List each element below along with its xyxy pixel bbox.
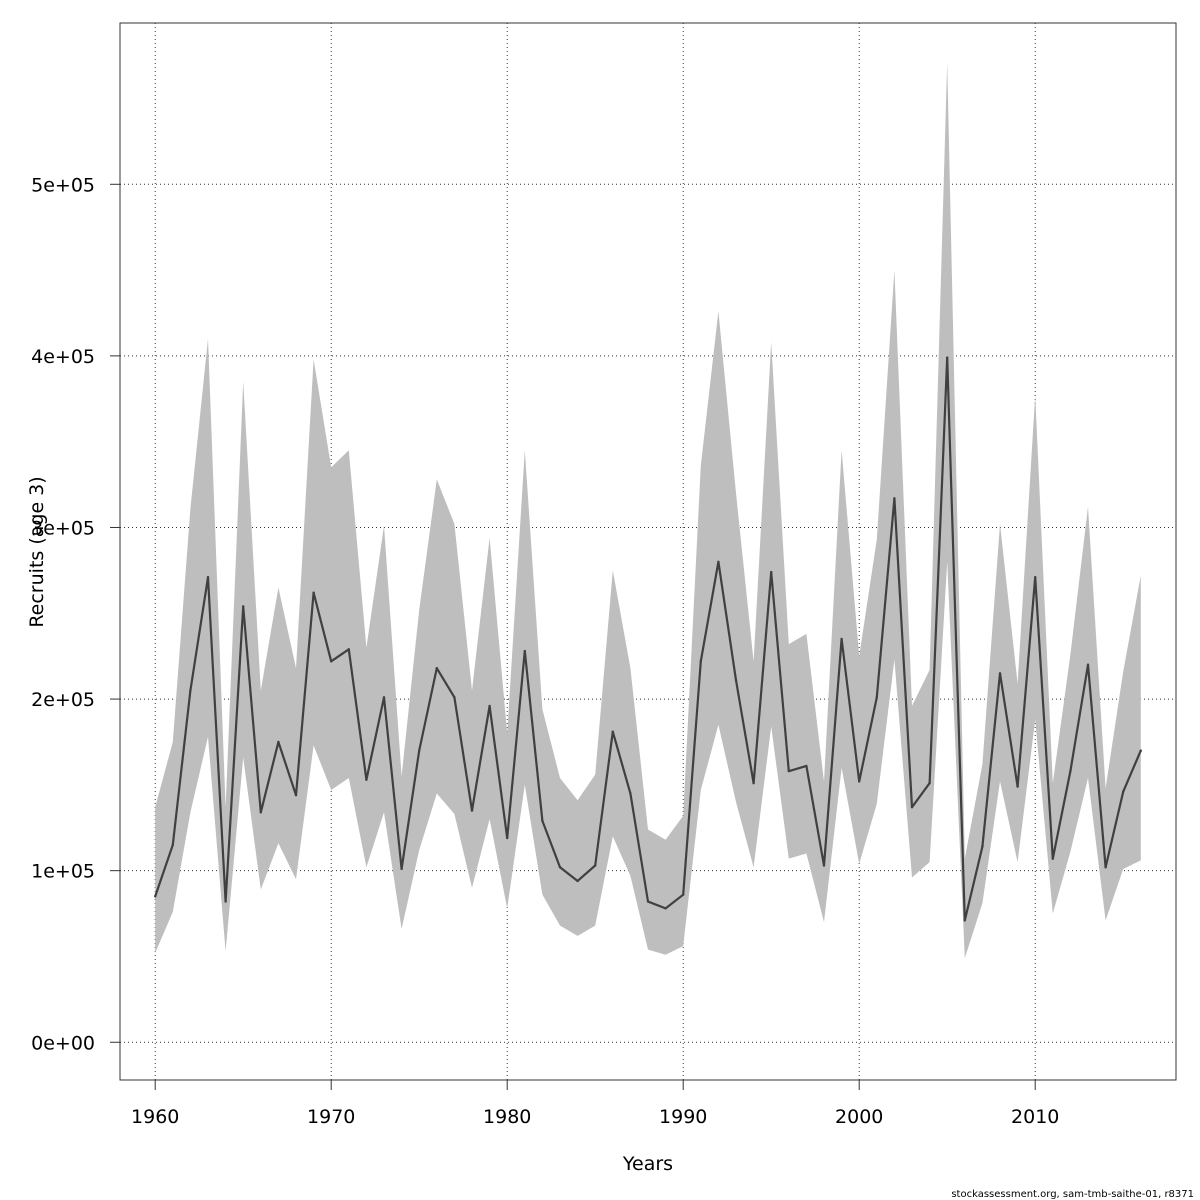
data-point <box>541 819 544 823</box>
data-point <box>858 780 861 783</box>
data-point <box>717 560 720 563</box>
x-tick-label: 2000 <box>835 1106 883 1128</box>
data-point <box>998 672 1002 675</box>
data-point <box>154 895 157 898</box>
data-point <box>1086 663 1090 666</box>
data-point <box>893 497 896 500</box>
data-point <box>840 637 843 641</box>
data-point <box>453 696 456 699</box>
data-point <box>523 649 526 653</box>
data-point <box>752 781 755 785</box>
data-point <box>400 867 403 871</box>
data-point <box>470 809 474 812</box>
x-tick-label: 1970 <box>307 1106 355 1128</box>
x-axis: 1960 1970 1980 1990 2000 2010 <box>131 1079 1059 1128</box>
data-point <box>330 660 333 663</box>
data-point <box>928 781 931 785</box>
data-point <box>946 356 949 359</box>
y-tick-label: 3e+05 <box>31 517 95 539</box>
x-tick-label: 2010 <box>1011 1106 1059 1128</box>
data-point <box>294 793 298 797</box>
data-point <box>347 648 350 651</box>
data-point <box>963 919 966 922</box>
x-axis-title: Years <box>622 1153 673 1175</box>
data-point <box>506 836 509 840</box>
data-point <box>277 740 280 744</box>
data-point <box>171 843 174 847</box>
data-point <box>770 570 773 574</box>
data-point <box>418 749 421 752</box>
data-point <box>910 805 914 809</box>
data-point <box>558 866 562 869</box>
data-point <box>224 900 227 903</box>
y-tick-label: 2e+05 <box>31 689 95 711</box>
data-point <box>822 864 826 867</box>
y-tick-label: 0e+00 <box>31 1032 95 1054</box>
data-point <box>1122 790 1125 793</box>
y-tick-label: 5e+05 <box>31 174 95 196</box>
data-point <box>629 792 632 795</box>
data-point <box>875 696 878 699</box>
data-point <box>805 764 808 768</box>
data-point <box>699 660 702 663</box>
data-point <box>365 778 368 781</box>
x-tick-label: 1990 <box>659 1106 707 1128</box>
confidence-band <box>155 62 1141 959</box>
data-point <box>646 900 650 903</box>
data-point <box>734 678 738 682</box>
y-axis-title: Recruits (age 3) <box>26 476 48 627</box>
data-point <box>382 696 386 699</box>
data-point <box>682 893 685 896</box>
footer-credit: stockassessment.org, sam-tmb-saithe-01, … <box>951 1189 1194 1200</box>
y-tick-label: 1e+05 <box>31 861 95 883</box>
x-tick-label: 1980 <box>483 1106 531 1128</box>
data-point <box>1139 749 1143 752</box>
data-point <box>488 704 491 708</box>
data-point <box>787 769 790 773</box>
data-point <box>1034 576 1037 579</box>
data-point <box>1051 857 1055 860</box>
data-point <box>242 605 245 608</box>
data-point <box>664 907 667 910</box>
y-axis: 0e+00 1e+05 2e+05 3e+05 4e+05 5e+05 <box>31 174 121 1054</box>
data-point <box>189 689 192 692</box>
data-point <box>594 864 597 867</box>
confidence-band-area <box>155 62 1141 959</box>
data-point <box>206 576 210 579</box>
data-point <box>576 879 579 883</box>
data-point <box>259 811 262 814</box>
estimate-points <box>154 356 1143 922</box>
data-point <box>611 730 614 733</box>
data-point <box>435 666 438 670</box>
data-point <box>312 591 315 594</box>
data-point <box>1069 769 1072 773</box>
data-point <box>1104 866 1107 869</box>
x-tick-label: 1960 <box>131 1106 179 1128</box>
data-point <box>1016 785 1019 788</box>
data-point <box>981 845 984 848</box>
y-tick-label: 4e+05 <box>31 346 95 368</box>
